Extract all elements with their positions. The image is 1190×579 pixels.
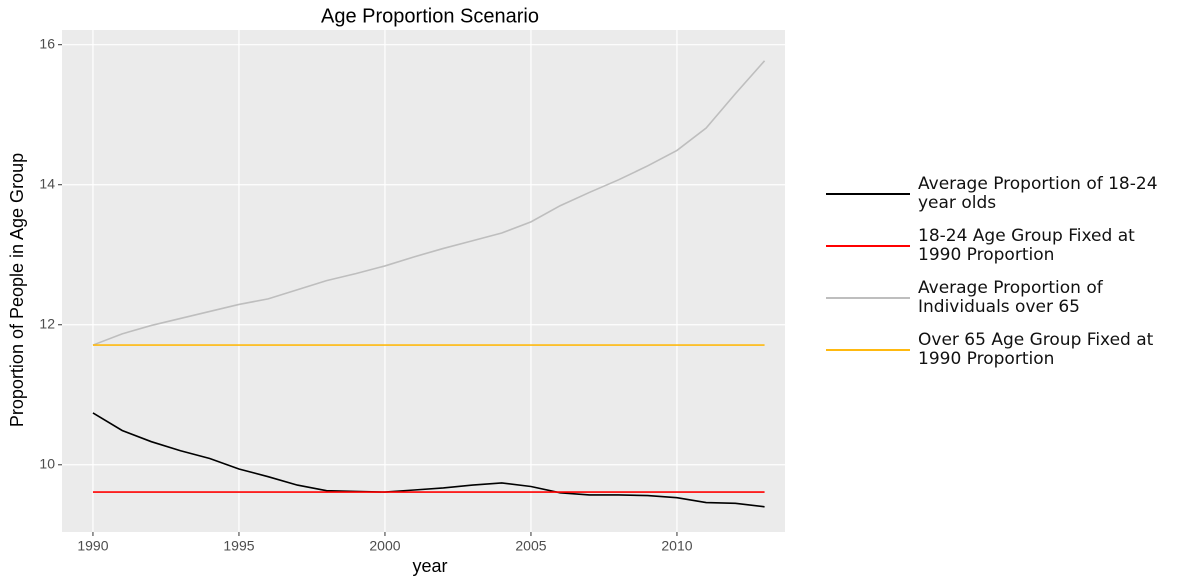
x-tick-label: 2000 xyxy=(369,538,400,554)
legend-item: Average Proportion of Individuals over 6… xyxy=(826,272,1186,324)
y-tick-label: 10 xyxy=(39,455,55,471)
legend: Average Proportion of 18-24 year olds 18-… xyxy=(826,168,1186,376)
y-tick-label: 12 xyxy=(39,315,55,331)
legend-label: 18-24 Age Group Fixed at 1990 Proportion xyxy=(918,226,1135,265)
legend-label: Average Proportion of 18-24 year olds xyxy=(918,174,1158,213)
legend-key xyxy=(826,193,910,195)
legend-key xyxy=(826,297,910,299)
x-tick-label: 1995 xyxy=(223,538,254,554)
chart-title: Age Proportion Scenario xyxy=(321,5,539,27)
legend-key xyxy=(826,245,910,247)
series-line xyxy=(92,60,766,346)
legend-item: Over 65 Age Group Fixed at 1990 Proporti… xyxy=(826,324,1186,376)
legend-label: Over 65 Age Group Fixed at 1990 Proporti… xyxy=(918,330,1154,369)
legend-item: Average Proportion of 18-24 year olds xyxy=(826,168,1186,220)
series-line xyxy=(92,412,765,508)
legend-key xyxy=(826,349,910,351)
x-tick-label: 2010 xyxy=(661,538,692,554)
x-tick-label: 2005 xyxy=(515,538,546,554)
y-tick-label: 14 xyxy=(39,175,55,191)
y-tick-label: 16 xyxy=(39,35,55,51)
plot-background xyxy=(62,30,785,532)
x-axis-label: year xyxy=(412,556,447,576)
legend-item: 18-24 Age Group Fixed at 1990 Proportion xyxy=(826,220,1186,272)
legend-label: Average Proportion of Individuals over 6… xyxy=(918,278,1103,317)
y-axis-label: Proportion of People in Age Group xyxy=(7,153,27,427)
x-tick-label: 1990 xyxy=(77,538,108,554)
